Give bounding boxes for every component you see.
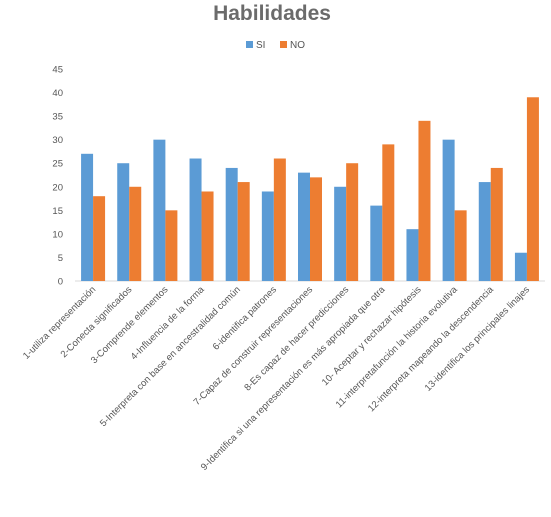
bar-no-4: [201, 191, 214, 281]
category-label: 6-identifica patrones: [211, 284, 279, 352]
y-tick-label: 45: [52, 65, 63, 76]
y-tick-label: 20: [52, 182, 63, 193]
bar-no-2: [129, 186, 142, 281]
bar-no-12: [490, 167, 503, 281]
legend-swatch-no: [280, 41, 287, 48]
bar-si-6: [261, 191, 274, 281]
category-label: 2-Conecta significados: [59, 284, 135, 360]
y-tick-label: 30: [52, 135, 63, 146]
bar-si-3: [153, 139, 166, 281]
bar-no-13: [526, 97, 539, 282]
bar-si-5: [225, 167, 238, 281]
y-tick-label: 15: [52, 206, 63, 217]
y-tick-label: 40: [52, 88, 63, 99]
bar-si-12: [478, 182, 491, 281]
bar-si-8: [334, 186, 347, 281]
bar-no-10: [418, 120, 431, 281]
y-tick-label: 25: [52, 159, 63, 170]
bar-si-10: [406, 229, 419, 281]
bar-no-7: [310, 177, 322, 281]
legend-label-si: SI: [256, 40, 265, 51]
y-tick-label: 0: [58, 277, 63, 288]
bars: [81, 97, 539, 282]
bar-no-8: [346, 163, 359, 281]
y-tick-label: 35: [52, 112, 63, 123]
legend: SI NO: [246, 40, 305, 51]
legend-swatch-si: [246, 41, 253, 48]
bar-si-13: [514, 252, 527, 281]
y-axis-ticks: 0 5 10 15 20 25 30 35 40 45: [52, 65, 63, 288]
bar-no-9: [382, 144, 395, 281]
bar-no-11: [454, 210, 467, 281]
y-tick-label: 10: [52, 229, 63, 240]
bar-si-9: [370, 205, 383, 281]
bar-no-5: [237, 182, 250, 281]
bar-si-4: [189, 158, 202, 281]
bar-si-2: [117, 163, 130, 281]
bar-si-11: [442, 139, 455, 281]
bar-no-3: [165, 210, 178, 281]
bar-si-7: [298, 172, 310, 281]
bar-si-1: [81, 153, 94, 281]
category-label: 12-interpreta mapeando la descendencia: [366, 284, 496, 414]
legend-label-no: NO: [290, 40, 305, 51]
y-tick-label: 5: [58, 253, 63, 264]
bar-no-1: [93, 196, 106, 281]
bar-no-6: [273, 158, 286, 281]
chart-title: Habilidades: [213, 2, 331, 25]
